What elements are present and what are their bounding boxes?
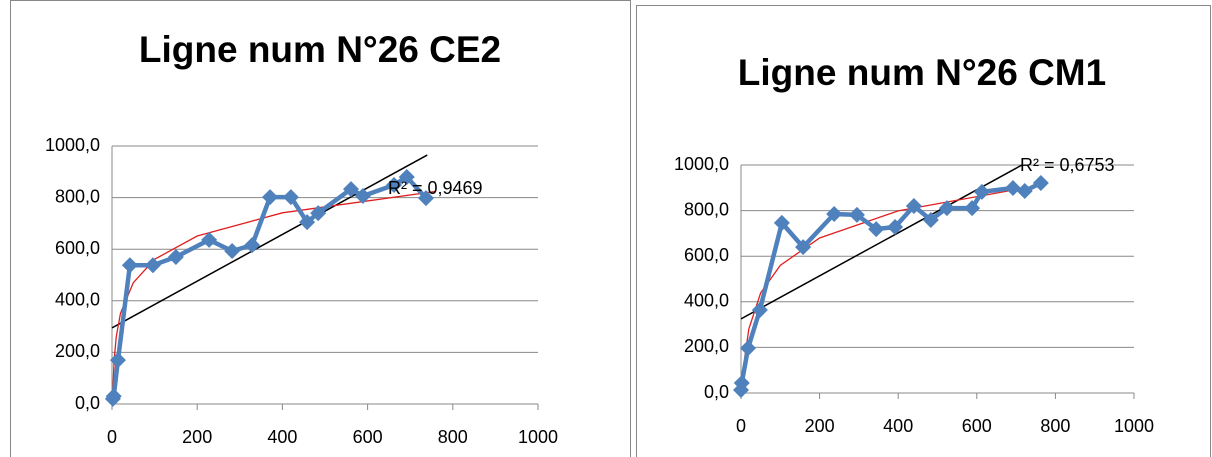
marker	[201, 231, 218, 248]
marker	[105, 388, 122, 405]
marker	[299, 214, 316, 231]
marker	[905, 198, 922, 215]
marker	[417, 190, 434, 207]
trendline	[742, 184, 1040, 384]
panel-border	[636, 5, 1211, 457]
x-tick-label: 800	[438, 427, 468, 447]
x-tick-label: 1000	[518, 427, 558, 447]
marker	[386, 176, 403, 193]
marker	[224, 243, 241, 260]
series-line	[738, 180, 1042, 391]
marker	[282, 189, 299, 206]
trendline	[740, 164, 1023, 320]
x-tick-label: 400	[267, 427, 297, 447]
marker	[922, 211, 939, 228]
marker	[795, 239, 812, 256]
marker	[167, 248, 184, 265]
annotation: R² = 0,6753	[1020, 155, 1115, 175]
trendline	[112, 190, 436, 391]
marker	[826, 206, 843, 223]
x-tick-label: 0	[107, 427, 117, 447]
marker	[751, 302, 768, 319]
marker	[848, 206, 865, 223]
y-tick-label: 0,0	[75, 393, 100, 413]
chart-title: Ligne num N°26 CE2	[139, 29, 501, 70]
marker	[144, 257, 161, 274]
y-tick-label: 600,0	[55, 238, 100, 258]
x-tick-label: 600	[353, 427, 383, 447]
marker	[887, 219, 904, 236]
marker	[740, 340, 757, 357]
x-tick-label: 1000	[1114, 416, 1154, 436]
y-tick-label: 1000,0	[674, 154, 729, 174]
marker	[1016, 182, 1033, 199]
y-tick-label: 0,0	[704, 382, 729, 402]
marker	[342, 181, 359, 198]
marker	[121, 257, 138, 274]
y-tick-label: 200,0	[684, 336, 729, 356]
marker	[868, 221, 885, 238]
x-tick-label: 200	[182, 427, 212, 447]
x-tick-label: 800	[1040, 416, 1070, 436]
x-tick-label: 600	[962, 416, 992, 436]
marker	[938, 200, 955, 217]
y-tick-label: 200,0	[55, 341, 100, 361]
x-tick-label: 200	[805, 416, 835, 436]
marker	[773, 214, 790, 231]
marker	[354, 188, 371, 205]
x-tick-label: 400	[883, 416, 913, 436]
marker	[109, 352, 126, 369]
marker	[262, 189, 279, 206]
trendline	[111, 154, 428, 329]
marker	[310, 205, 327, 222]
marker	[244, 237, 261, 254]
marker	[1032, 175, 1049, 192]
x-tick-label: 0	[736, 416, 746, 436]
panel-border	[10, 0, 631, 457]
y-tick-label: 800,0	[684, 199, 729, 219]
marker	[733, 374, 750, 391]
y-tick-label: 400,0	[55, 290, 100, 310]
marker	[398, 168, 415, 185]
series-line	[110, 174, 428, 400]
y-tick-label: 600,0	[684, 245, 729, 265]
y-tick-label: 800,0	[55, 186, 100, 206]
y-tick-label: 1000,0	[45, 135, 100, 155]
annotation: R² = 0,9469	[388, 178, 483, 198]
marker	[1004, 180, 1021, 197]
y-tick-label: 400,0	[684, 291, 729, 311]
chart-title: Ligne num N°26 CM1	[738, 52, 1106, 93]
marker	[973, 183, 990, 200]
marker	[964, 200, 981, 217]
